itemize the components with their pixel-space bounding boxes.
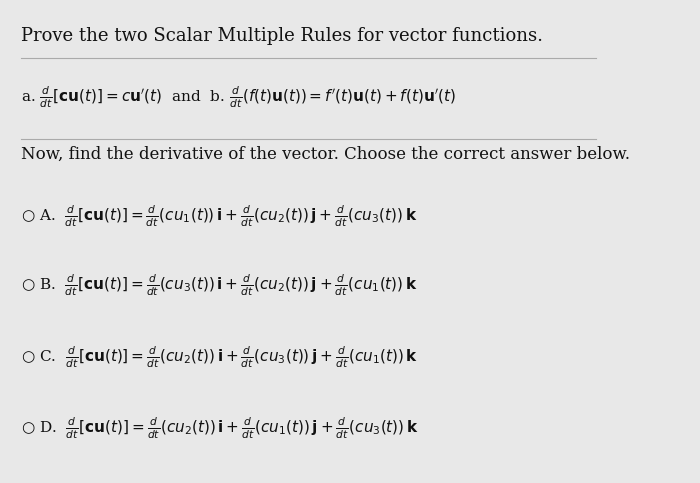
Text: $\bigcirc$ B.  $\frac{d}{dt}[\mathbf{cu}(t)] = \frac{d}{dt}(cu_3(t))\,\mathbf{i}: $\bigcirc$ B. $\frac{d}{dt}[\mathbf{cu}(…	[21, 272, 418, 298]
Text: $\bigcirc$ C.  $\frac{d}{dt}[\mathbf{cu}(t)] = \frac{d}{dt}(cu_2(t))\,\mathbf{i}: $\bigcirc$ C. $\frac{d}{dt}[\mathbf{cu}(…	[21, 344, 419, 369]
Text: Now, find the derivative of the vector. Choose the correct answer below.: Now, find the derivative of the vector. …	[21, 146, 630, 163]
Text: a. $\frac{d}{dt}[\mathbf{cu}(t)] = c\mathbf{u}'(t)$  and  b. $\frac{d}{dt}(f(t)\: a. $\frac{d}{dt}[\mathbf{cu}(t)] = c\mat…	[21, 84, 456, 110]
Text: $\bigcirc$ D.  $\frac{d}{dt}[\mathbf{cu}(t)] = \frac{d}{dt}(cu_2(t))\,\mathbf{i}: $\bigcirc$ D. $\frac{d}{dt}[\mathbf{cu}(…	[21, 416, 419, 441]
Text: Prove the two Scalar Multiple Rules for vector functions.: Prove the two Scalar Multiple Rules for …	[21, 27, 543, 44]
Text: $\bigcirc$ A.  $\frac{d}{dt}[\mathbf{cu}(t)] = \frac{d}{dt}(cu_1(t))\,\mathbf{i}: $\bigcirc$ A. $\frac{d}{dt}[\mathbf{cu}(…	[21, 203, 418, 229]
